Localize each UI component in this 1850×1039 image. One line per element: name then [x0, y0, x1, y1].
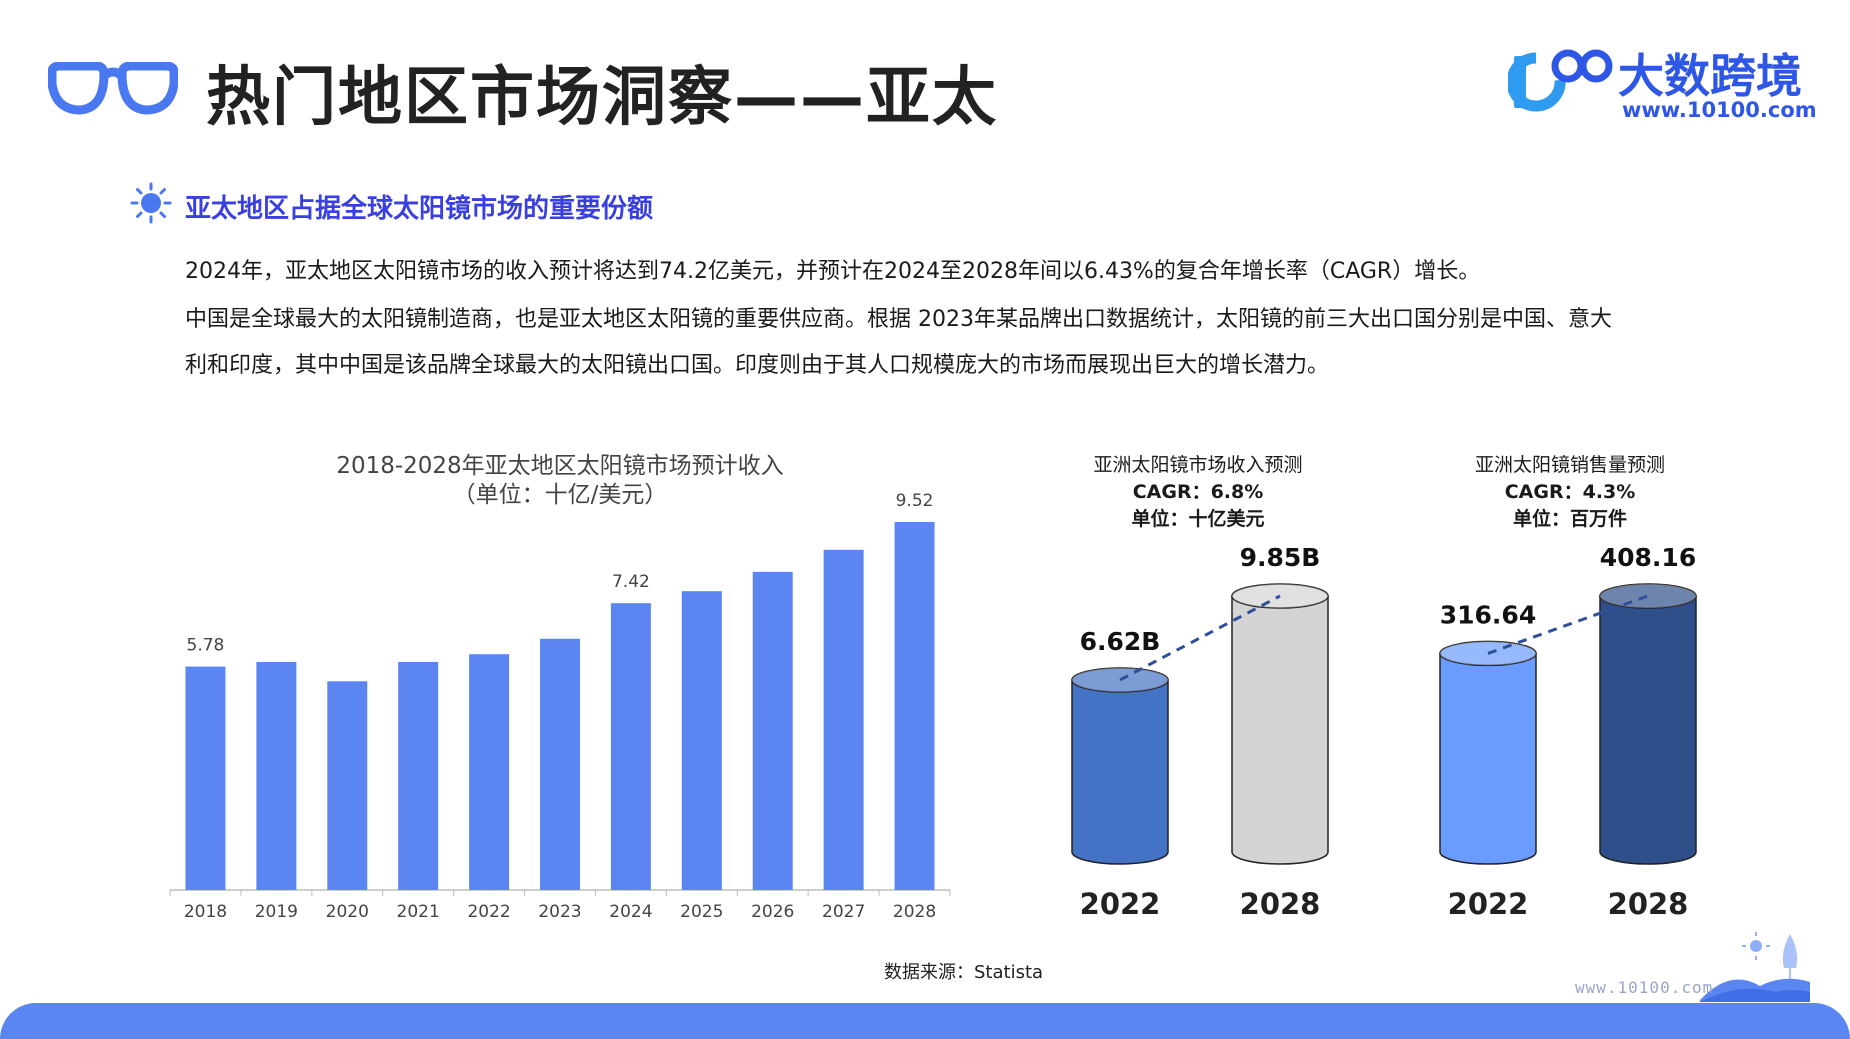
- cylinder-top-highlight: [1600, 584, 1696, 608]
- cylinder-chart-2-title: 亚洲太阳镜销售量预测: [1474, 454, 1665, 476]
- section-subheading: 亚太地区占据全球太阳镜市场的重要份额: [185, 194, 654, 224]
- bar-2028: [894, 522, 935, 890]
- x-tick-label: 2020: [326, 902, 369, 922]
- data-label: 9.52: [896, 491, 934, 511]
- paragraph-1: 2024年，亚太地区太阳镜市场的收入预计将达到74.2亿美元，并预计在2024至…: [185, 259, 1481, 284]
- x-tick-label: 2019: [255, 902, 298, 922]
- bar-chart-subtitle: （单位：十亿/美元）: [452, 482, 668, 508]
- cylinder-body: [1231, 595, 1329, 865]
- footer-landscape-icon: [1700, 932, 1810, 1002]
- x-tick-label: 2028: [893, 902, 936, 922]
- x-tick-label: 2023: [538, 902, 581, 922]
- cylinder-2022: [1071, 667, 1169, 865]
- bar-2026: [752, 571, 793, 890]
- x-tick-label: 2025: [680, 902, 723, 922]
- brand-logo-icon: [1508, 49, 1613, 112]
- cylinder-value-label: 316.64: [1440, 600, 1536, 629]
- cylinder-value-label: 6.62B: [1080, 627, 1161, 656]
- cylinder-chart-2: 316.64 2022 408.16 2028: [1439, 543, 1697, 920]
- x-tick-label: 2022: [467, 902, 510, 922]
- bar-2019: [256, 661, 297, 890]
- cylinder-category-label: 2022: [1080, 887, 1161, 920]
- cylinder-chart-1: 6.62B 2022 9.85B 2028: [1071, 543, 1329, 920]
- cylinder-value-label: 408.16: [1600, 543, 1696, 572]
- brand-url[interactable]: www.10100.com: [1622, 98, 1817, 122]
- paragraph-3: 利和印度，其中中国是该品牌全球最大的太阳镜出口国。印度则由于其人口规模庞大的市场…: [185, 353, 1330, 378]
- cylinder-top: [1599, 583, 1697, 609]
- x-tick-label: 2026: [751, 902, 794, 922]
- bar-chart-title: 2018-2028年亚太地区太阳镜市场预计收入 （单位：十亿/美元）: [330, 452, 790, 510]
- data-label: 7.42: [612, 572, 650, 592]
- bar-2024: [610, 603, 651, 890]
- x-tick-label: 2027: [822, 902, 865, 922]
- cylinder-chart-1-title: 亚洲太阳镜市场收入预测: [1093, 454, 1303, 476]
- footer-band: [0, 1003, 1850, 1039]
- cylinder-2028: [1231, 583, 1329, 865]
- cylinder-chart-2-unit: 单位：百万件: [1512, 508, 1627, 530]
- x-tick-label: 2021: [397, 902, 440, 922]
- cylinder-body: [1071, 679, 1169, 865]
- page-title: 热门地区市场洞察——亚太: [206, 61, 998, 135]
- footer-url[interactable]: www.10100.com: [1575, 978, 1714, 997]
- cylinder-chart-2-cagr: CAGR：4.3%: [1504, 481, 1636, 503]
- bar-chart: 2018 5.78 2019 2020 2021 2022 2023 2024 7.42 2025…: [169, 491, 951, 922]
- bar-chart-title-text: 2018-2028年亚太地区太阳镜市场预计收入: [336, 453, 784, 479]
- cylinder-category-label: 2028: [1608, 887, 1689, 920]
- cylinder-2022: [1439, 640, 1537, 865]
- paragraph-2: 中国是全球最大的太阳镜制造商，也是亚太地区太阳镜的重要供应商。根据 2023年某…: [185, 307, 1612, 332]
- cylinder-chart-1-unit: 单位：十亿美元: [1131, 508, 1265, 530]
- trend-line: [1119, 594, 1281, 682]
- cylinder-chart-1-header: 亚洲太阳镜市场收入预测 CAGR：6.8% 单位：十亿美元: [1048, 452, 1348, 533]
- bar-2023: [540, 638, 580, 890]
- glasses-icon: [48, 62, 178, 115]
- x-tick-label: 2018: [184, 902, 227, 922]
- bar-2025: [681, 591, 722, 890]
- bar-2020: [327, 681, 368, 890]
- cylinder-value-label: 9.85B: [1240, 543, 1321, 572]
- cylinder-category-label: 2028: [1240, 887, 1321, 920]
- bar-2021: [398, 661, 439, 890]
- data-source: 数据来源：Statista: [884, 962, 1044, 983]
- bar-2027: [823, 549, 864, 890]
- brand-name: 大数跨境: [1618, 49, 1802, 103]
- cylinder-body: [1599, 595, 1697, 865]
- trend-line: [1487, 594, 1649, 655]
- bar-2018: [185, 666, 226, 890]
- cylinder-body: [1439, 652, 1537, 865]
- cylinder-category-label: 2022: [1448, 887, 1529, 920]
- cylinder-chart-1-cagr: CAGR：6.8%: [1132, 481, 1264, 503]
- cylinder-chart-2-header: 亚洲太阳镜销售量预测 CAGR：4.3% 单位：百万件: [1420, 452, 1720, 533]
- bar-2022: [469, 654, 510, 890]
- cylinder-2028: [1599, 583, 1697, 865]
- data-label: 5.78: [187, 636, 225, 656]
- sun-icon: [130, 182, 172, 224]
- x-tick-label: 2024: [609, 902, 652, 922]
